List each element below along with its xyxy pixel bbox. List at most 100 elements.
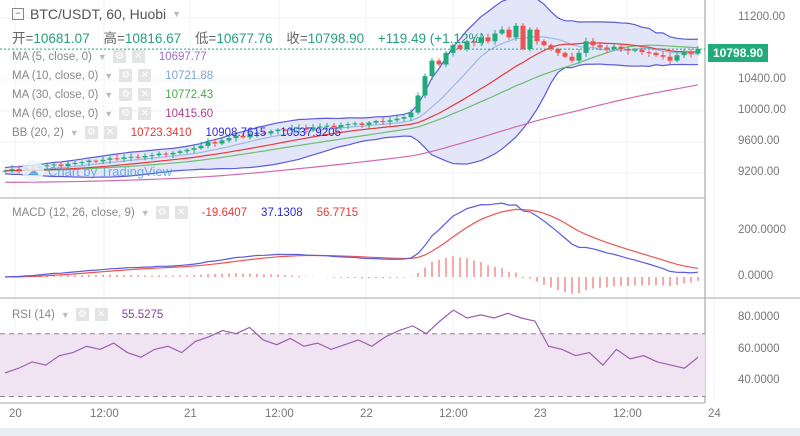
close-icon[interactable]: ✕ — [103, 126, 117, 139]
candle-body — [513, 25, 519, 38]
time-axis-label: 22 — [360, 408, 373, 420]
close-icon[interactable]: ✕ — [131, 50, 145, 63]
close-icon[interactable]: ✕ — [138, 88, 152, 101]
candle-body — [611, 46, 617, 49]
chevron-down-icon[interactable]: ▼ — [97, 51, 107, 62]
candle-body — [268, 131, 274, 134]
candle-body — [429, 60, 435, 77]
indicator-label: MA (5, close, 0) — [12, 50, 92, 63]
open-value: 10681.07 — [33, 31, 90, 46]
candle-body — [303, 128, 309, 130]
gear-icon[interactable]: ⚙ — [119, 107, 133, 120]
indicator-legend[interactable]: MA (30, close, 0) ▼ ⚙ ✕ 10772.43 — [12, 88, 213, 101]
indicator-label: MA (10, close, 0) — [12, 69, 99, 82]
gear-icon[interactable]: ⚙ — [75, 308, 89, 321]
time-axis-label: 12:00 — [439, 408, 468, 420]
rsi-axis-label: 40.0000 — [738, 374, 780, 386]
chevron-down-icon[interactable]: ▼ — [60, 309, 70, 320]
tradingview-logo-icon: ☁ — [22, 160, 44, 182]
rsi-band — [0, 333, 705, 397]
candle-body — [436, 60, 442, 65]
time-axis-label: 12:00 — [90, 408, 119, 420]
indicator-legend[interactable]: MA (10, close, 0) ▼ ⚙ ✕ 10721.88 — [12, 69, 213, 82]
low-value: 10677.76 — [216, 31, 273, 46]
candle-body — [317, 126, 323, 128]
gear-icon[interactable]: ⚙ — [84, 126, 98, 139]
candle-body — [541, 41, 547, 46]
indicator-legend[interactable]: MA (60, close, 0) ▼ ⚙ ✕ 10415.60 — [12, 107, 213, 120]
candle-body — [240, 135, 246, 138]
candle-body — [296, 128, 302, 130]
close-icon[interactable]: ✕ — [94, 308, 108, 321]
scrollbar — [0, 428, 800, 436]
close-icon[interactable]: ✕ — [138, 107, 152, 120]
chevron-down-icon[interactable]: ▼ — [104, 89, 114, 100]
gear-icon[interactable]: ⚙ — [119, 88, 133, 101]
candle-body — [2, 170, 8, 172]
candle-body — [618, 46, 624, 49]
gear-icon[interactable]: ⚙ — [155, 206, 169, 219]
close-icon[interactable]: ✕ — [174, 206, 188, 219]
candle-body — [457, 45, 463, 49]
chevron-down-icon[interactable]: ▼ — [172, 9, 182, 19]
chevron-down-icon[interactable]: ▼ — [104, 108, 114, 119]
candle-body — [289, 128, 295, 131]
close-value: 10798.90 — [307, 31, 365, 46]
time-axis-label: 12:00 — [613, 408, 642, 420]
candle-body — [415, 95, 421, 113]
indicator-legend[interactable]: MA (5, close, 0) ▼ ⚙ ✕ 10697.77 — [12, 50, 207, 63]
candle-body — [632, 49, 638, 51]
candle-body — [177, 151, 183, 153]
rsi-axis-label: 80.0000 — [738, 311, 780, 323]
collapse-icon[interactable]: − — [12, 8, 24, 20]
indicator-label: BB (20, 2) — [12, 126, 64, 139]
gear-icon[interactable]: ⚙ — [112, 50, 126, 63]
indicator-value: 10772.43 — [165, 88, 214, 101]
candle-body — [681, 52, 687, 56]
candle-body — [506, 29, 512, 38]
candle-body — [345, 124, 351, 126]
candle-body — [226, 138, 232, 141]
gear-icon[interactable]: ⚙ — [119, 69, 133, 82]
candle-body — [310, 127, 316, 130]
candle-body — [569, 56, 575, 61]
indicator-value: 37.1308 — [261, 206, 303, 219]
macd-legend[interactable]: MACD (12, 26, close, 9) ▼ ⚙ ✕ -19.6407 37.130… — [12, 206, 358, 219]
candle-body — [170, 152, 176, 155]
time-axis-label: 24 — [708, 408, 721, 420]
time-axis-label: 12:00 — [265, 408, 294, 420]
indicator-label: MA (60, close, 0) — [12, 107, 99, 120]
candle-body — [604, 47, 610, 49]
candle-body — [198, 145, 204, 149]
open-label: 开= — [12, 31, 34, 46]
chevron-down-icon[interactable]: ▼ — [69, 127, 79, 138]
indicator-legend[interactable]: BB (20, 2) ▼ ⚙ ✕ 10723.3410 10908.7615 10537.9… — [12, 126, 341, 139]
candle-body — [142, 155, 148, 158]
rsi-legend[interactable]: RSI (14) ▼ ⚙ ✕ 55.5275 — [12, 308, 163, 321]
candle-body — [352, 123, 358, 125]
time-axis-label: 20 — [9, 408, 22, 420]
ma60-line — [4, 84, 699, 183]
candle-body — [548, 45, 554, 49]
candle-body — [688, 52, 694, 54]
candle-body — [128, 156, 134, 158]
symbol-title[interactable]: − BTC/USDT, 60, Huobi ▼ — [12, 6, 181, 22]
chevron-down-icon[interactable]: ▼ — [140, 207, 150, 218]
candle-body — [464, 41, 470, 49]
chevron-down-icon[interactable]: ▼ — [104, 70, 114, 81]
candle-body — [156, 153, 162, 156]
candle-body — [135, 156, 141, 158]
candle-body — [205, 142, 211, 146]
candle-body — [254, 132, 260, 135]
candle-body — [660, 55, 666, 57]
candle-body — [527, 29, 533, 49]
ma10-line — [4, 36, 699, 172]
close-icon[interactable]: ✕ — [138, 69, 152, 82]
macd-signal-line — [4, 208, 699, 278]
candle-body — [443, 52, 449, 65]
candle-body — [639, 49, 645, 53]
indicator-value: 10537.9205 — [280, 126, 341, 139]
indicator-label: RSI (14) — [12, 308, 55, 321]
candle-body — [408, 112, 414, 118]
